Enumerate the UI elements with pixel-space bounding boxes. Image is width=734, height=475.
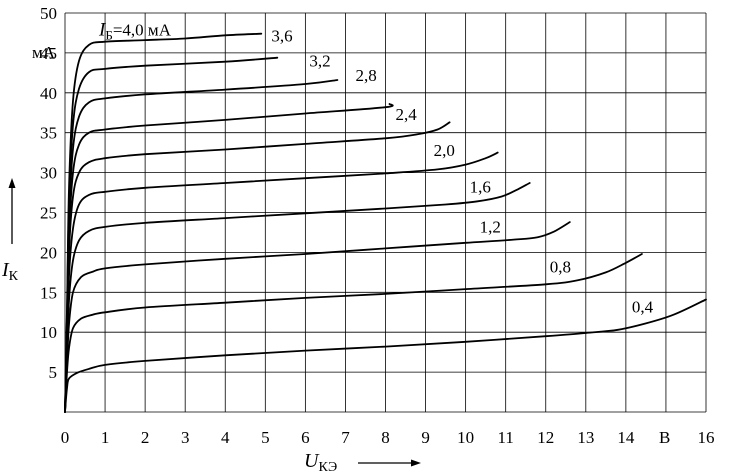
x-tick-label: 3 (181, 428, 190, 447)
curve-label-0-4: 0,4 (632, 297, 654, 316)
curve-label-1-2: 1,2 (480, 217, 501, 236)
y-axis-title-sub: К (9, 269, 19, 284)
y-tick-label: 15 (40, 283, 57, 302)
x-tick-label: 16 (698, 428, 715, 447)
x-tick-labels: 0 1 2 3 4 5 6 7 8 9 10 11 12 13 14 16 (61, 428, 715, 447)
curve-label-2-0: 2,0 (434, 141, 455, 160)
x-tick-label: 12 (537, 428, 554, 447)
y-tick-label: 20 (40, 243, 57, 262)
y-tick-label: 35 (40, 124, 57, 143)
y-tick-label: 40 (40, 84, 57, 103)
x-axis-title-main: U (304, 450, 320, 472)
x-axis-arrow-head (411, 459, 421, 467)
grid (64, 12, 707, 413)
x-axis-title: UКЭ (304, 450, 421, 475)
curves (64, 32, 707, 413)
y-tick-label: 10 (40, 323, 57, 342)
x-tick-label: 9 (421, 428, 430, 447)
curve-ib-2-0 (64, 151, 499, 413)
x-tick-label: 6 (301, 428, 310, 447)
curve-label-2-4: 2,4 (396, 105, 418, 124)
curve-label-0-8: 0,8 (550, 257, 571, 276)
x-tick-label: 5 (261, 428, 270, 447)
curve-label-1-6: 1,6 (470, 178, 491, 197)
curve-label-3-6: 3,6 (271, 27, 292, 46)
x-tick-label: 13 (577, 428, 594, 447)
y-tick-label: 50 (40, 4, 57, 23)
svg-text:UКЭ: UКЭ (304, 450, 337, 475)
curve-ib-4-0 (64, 32, 263, 413)
curve-ib-0-8 (64, 253, 643, 413)
y-tick-label: 30 (40, 164, 57, 183)
x-tick-label: 10 (457, 428, 474, 447)
curve-ib-0-4 (64, 298, 707, 413)
svg-text:IК: IК (1, 259, 19, 284)
y-tick-label: 25 (40, 204, 57, 223)
curve-label-3-2: 3,2 (309, 51, 330, 70)
x-tick-label: 2 (141, 428, 150, 447)
y-tick-label: 5 (49, 363, 58, 382)
x-unit-label: В (659, 428, 670, 447)
x-tick-label: 8 (381, 428, 390, 447)
y-unit-label: мА (32, 43, 56, 62)
y-tick-label: 45 (40, 44, 57, 63)
x-tick-label: 4 (221, 428, 230, 447)
y-tick-labels: 5 10 15 20 25 30 35 40 45 50 (40, 4, 57, 382)
curve-ib-1-2 (64, 221, 571, 413)
x-tick-label: 0 (61, 428, 70, 447)
curve-label-2-8: 2,8 (355, 66, 376, 85)
x-tick-label: 14 (617, 428, 635, 447)
curve-labels: 0,4 0,8 1,2 1,6 2,0 2,4 2,8 3,2 3,6 IБ=4,0 мА (98, 19, 654, 316)
x-tick-label: 11 (498, 428, 514, 447)
x-tick-label: 7 (341, 428, 350, 447)
y-axis-title-main: I (1, 259, 10, 281)
curve-label-4-0: IБ=4,0 мА (98, 19, 172, 42)
x-axis-title-sub: КЭ (318, 460, 337, 475)
y-axis-title: IК (1, 178, 19, 284)
x-tick-label: 1 (101, 428, 110, 447)
y-axis-arrow-head (8, 178, 16, 188)
curve-ib-1-6 (64, 182, 531, 413)
